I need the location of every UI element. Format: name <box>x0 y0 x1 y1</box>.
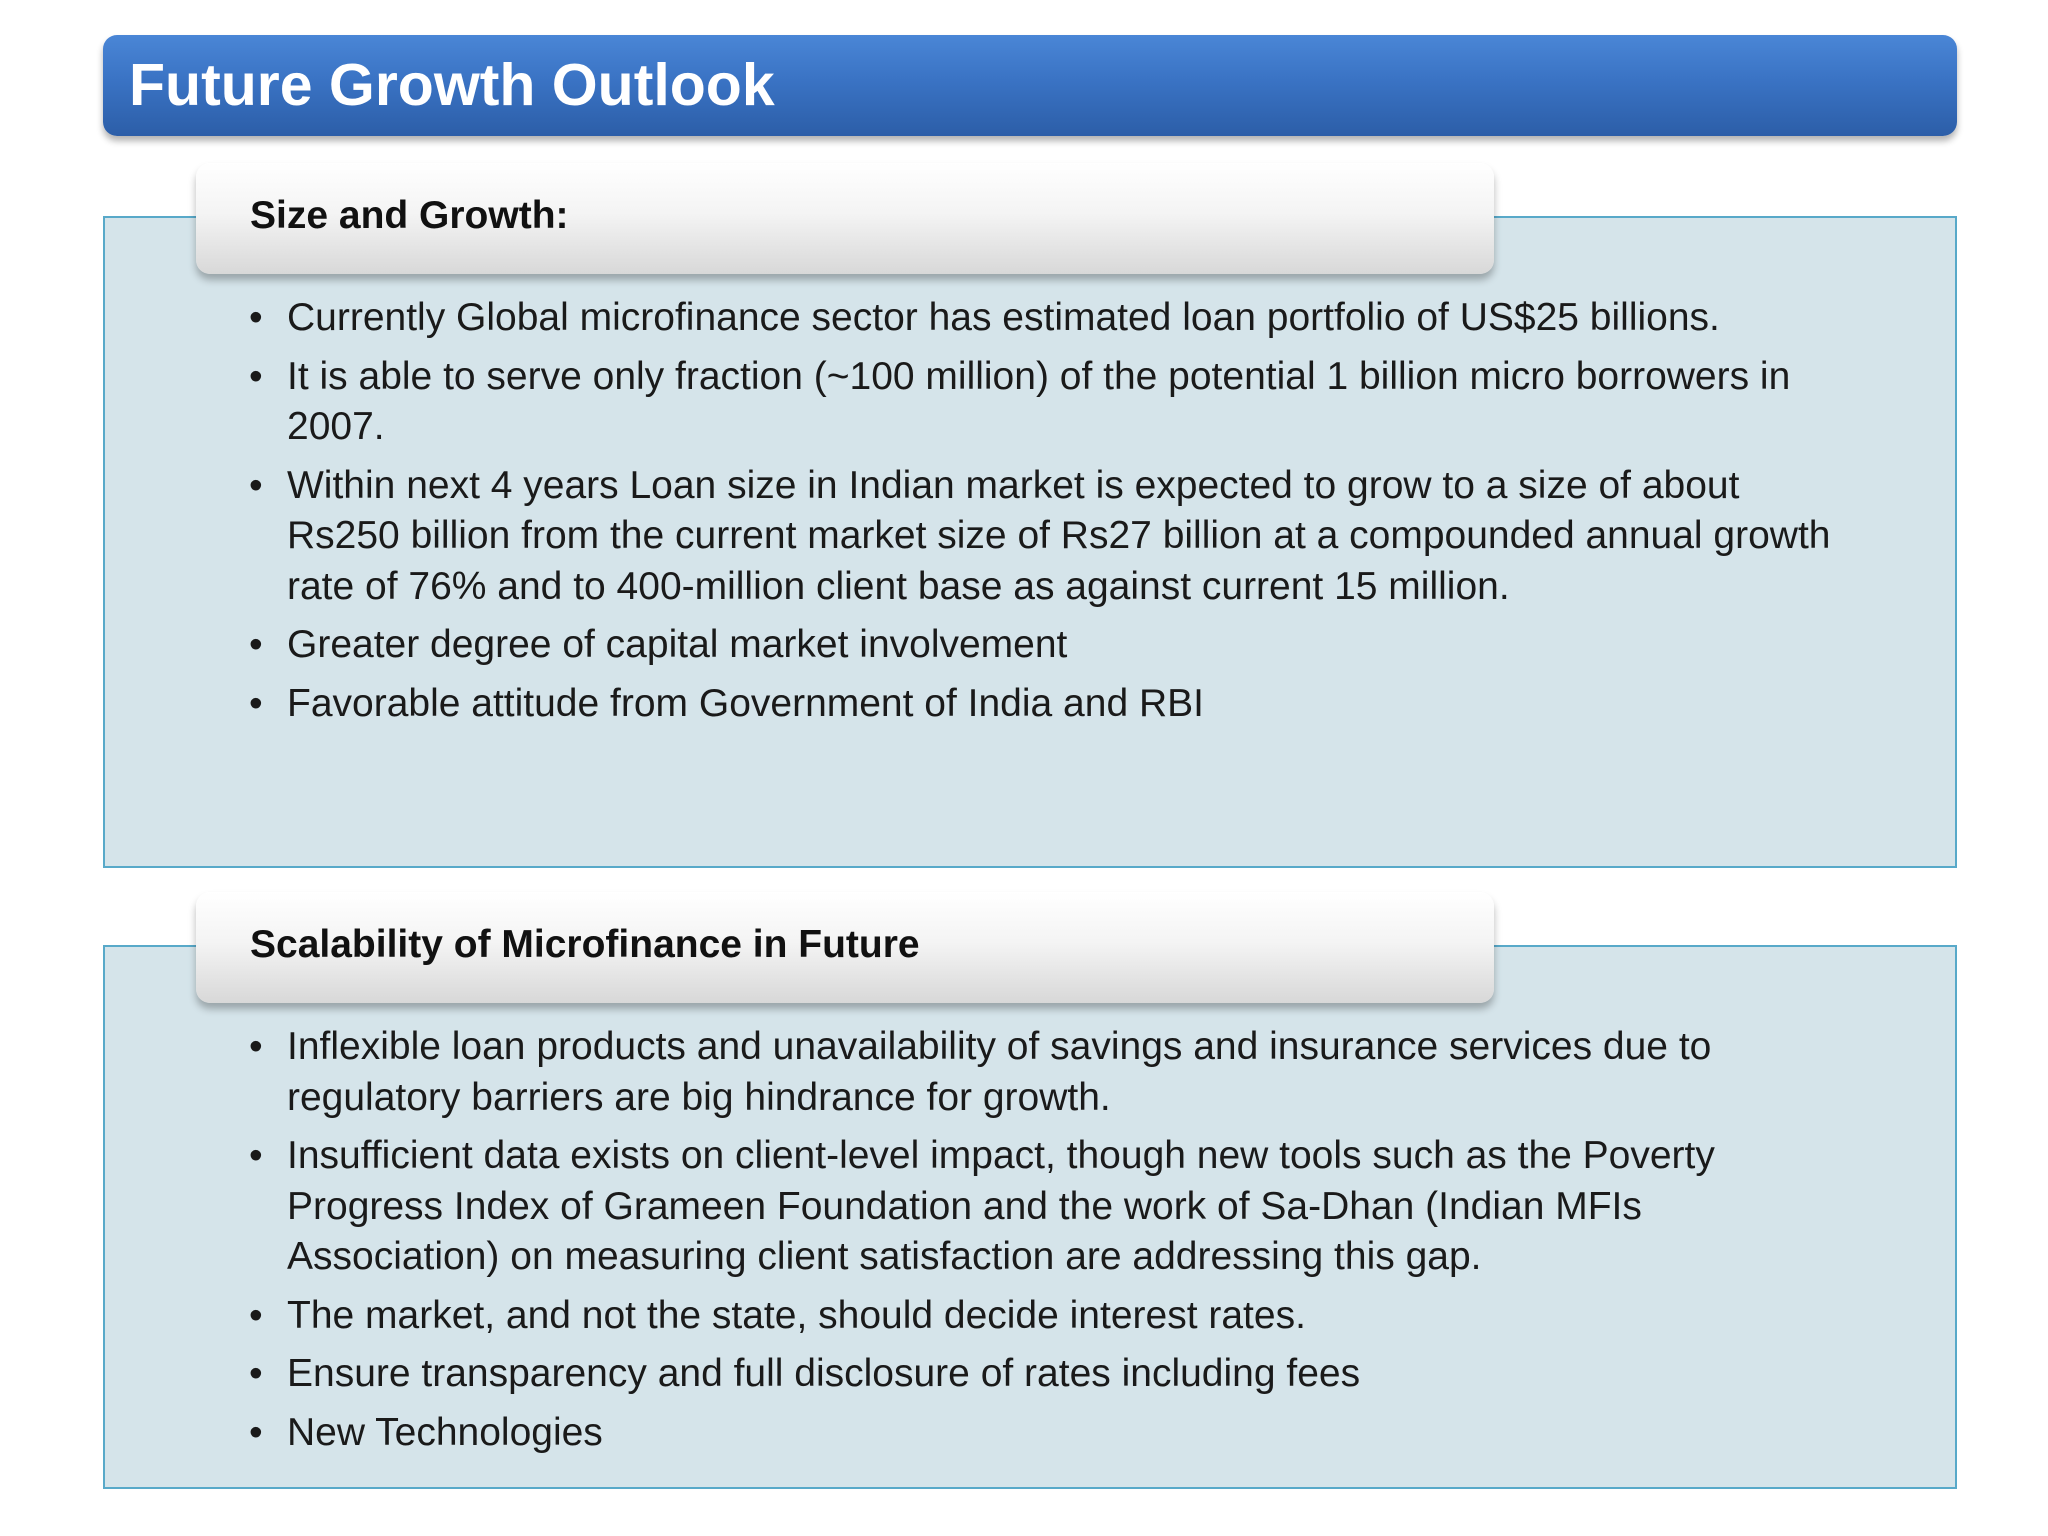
section-heading: Scalability of Microfinance in Future <box>250 923 920 966</box>
bullet-dot-icon: • <box>249 1352 263 1395</box>
bullet-item: • New Technologies <box>249 1408 1849 1459</box>
scalability-header: Scalability of Microfinance in Future <box>196 892 1494 1003</box>
bullet-text: The market, and not the state, should de… <box>287 1293 1306 1337</box>
bullet-text: It is able to serve only fraction (~100 … <box>287 354 1791 449</box>
bullet-item: • Within next 4 years Loan size in Indian… <box>249 461 1849 613</box>
bullet-text: Ensure transparency and full disclosure … <box>287 1352 1361 1395</box>
bullet-text: New Technologies <box>287 1410 603 1454</box>
slide-title-bar: Future Growth Outlook <box>103 35 1957 136</box>
bullet-text: Insufficient data exists on client-level… <box>287 1134 1715 1278</box>
bullet-text: Within next 4 years Loan size in Indian … <box>287 463 1831 608</box>
scalability-bullet-list: • Inflexible loan products and unavailabi… <box>249 1022 1849 1466</box>
bullet-item: • It is able to serve only fraction (~100… <box>249 352 1849 453</box>
bullet-text: Greater degree of capital market involve… <box>287 623 1068 666</box>
bullet-item: • Inflexible loan products and unavailabi… <box>249 1022 1849 1123</box>
bullet-dot-icon: • <box>249 1025 263 1068</box>
bullet-dot-icon: • <box>249 1134 263 1177</box>
bullet-dot-icon: • <box>249 354 263 398</box>
bullet-dot-icon: • <box>249 463 263 507</box>
bullet-dot-icon: • <box>249 1293 263 1337</box>
size-growth-header: Size and Growth: <box>196 163 1494 274</box>
bullet-dot-icon: • <box>249 623 263 666</box>
slide-title: Future Growth Outlook <box>129 52 775 118</box>
bullet-dot-icon: • <box>249 296 263 339</box>
bullet-item: • The market, and not the state, should d… <box>249 1291 1849 1342</box>
bullet-text: Currently Global microfinance sector has… <box>287 296 1720 339</box>
bullet-dot-icon: • <box>249 681 263 725</box>
scalability-panel <box>103 945 1957 1489</box>
bullet-item: • Greater degree of capital market involv… <box>249 620 1849 671</box>
bullet-item: • Insufficient data exists on client-leve… <box>249 1131 1849 1283</box>
size-growth-panel <box>103 216 1957 868</box>
bullet-item: • Favorable attitude from Government of I… <box>249 679 1849 730</box>
bullet-dot-icon: • <box>249 1410 263 1454</box>
bullet-text: Favorable attitude from Government of In… <box>287 681 1204 725</box>
bullet-item: • Currently Global microfinance sector ha… <box>249 293 1849 344</box>
bullet-item: • Ensure transparency and full disclosure… <box>249 1349 1849 1400</box>
bullet-text: Inflexible loan products and unavailabil… <box>287 1025 1712 1119</box>
size-growth-bullet-list: • Currently Global microfinance sector ha… <box>249 293 1849 737</box>
section-heading: Size and Growth: <box>250 194 569 237</box>
